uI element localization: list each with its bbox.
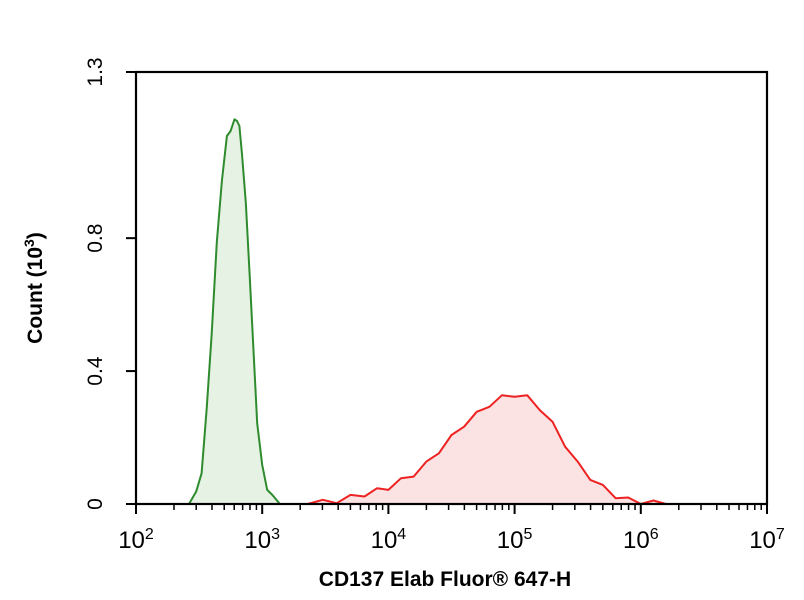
x-tick-label: 102 bbox=[118, 526, 154, 554]
y-tick-label: 0.8 bbox=[84, 224, 107, 253]
y-tick-labels: 0 0.4 0.8 1.3 bbox=[84, 57, 107, 509]
x-tick-labels: 102 103 104 105 106 107 bbox=[118, 526, 785, 554]
plot-frame bbox=[134, 70, 769, 506]
series-2-fill bbox=[307, 395, 679, 504]
x-tick-label: 107 bbox=[749, 526, 785, 554]
histogram-lines bbox=[188, 118, 679, 505]
x-tick-label: 106 bbox=[623, 526, 659, 554]
y-tick-label: 0.4 bbox=[84, 356, 107, 386]
series-1-line bbox=[188, 118, 288, 505]
y-tick-label: 0 bbox=[84, 498, 107, 510]
histogram-fills bbox=[189, 119, 679, 505]
x-tick-label: 105 bbox=[497, 526, 533, 554]
x-axis-label: CD137 Elab Fluor® 647-H bbox=[319, 568, 571, 591]
y-axis-label: Count (103) bbox=[21, 232, 47, 344]
y-tick-label: 1.3 bbox=[84, 57, 107, 86]
x-tick-label: 103 bbox=[244, 526, 280, 554]
series-2-line bbox=[307, 394, 679, 505]
x-tick-label: 104 bbox=[371, 526, 407, 554]
series-1-fill bbox=[189, 119, 288, 505]
